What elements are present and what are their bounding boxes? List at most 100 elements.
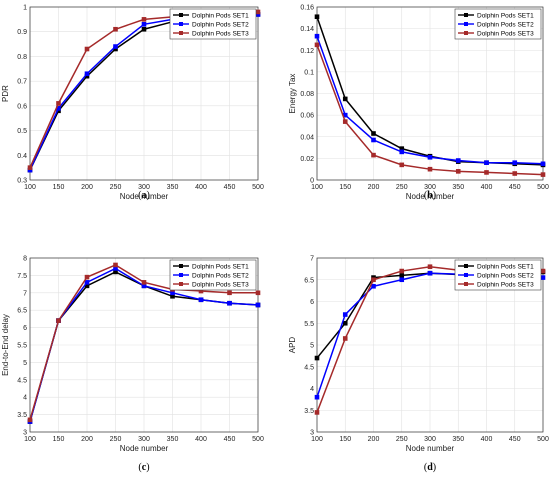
chart-4-legend-entry-2: Dolphin Pods SET2 [477,272,534,279]
chart-1-ytick-label-4: 0.7 [17,79,27,86]
chart-4-xtick-label-4: 300 [424,436,436,443]
chart-3-legend-entry-1: Dolphin Pods SET1 [192,263,249,270]
chart-panel-1: 100 150 200 250 300 350 400 450 500 0.3 0.4 0.5 0.6 0… [1,5,264,202]
chart-3-xtick-label-1: 150 [53,436,65,443]
chart-2-legend-marker-1 [464,13,468,17]
chart-1-legend-entry-3: Dolphin Pods SET3 [192,30,249,37]
chart-1-ytick-label-1: 0.4 [17,153,27,160]
chart-1-ytick-label-0: 0.3 [17,178,27,185]
chart-4-xtick-label-1: 150 [339,436,351,443]
chart-3-series-2-point-4 [141,283,147,289]
chart-1-xtick-label-0: 100 [24,184,36,191]
chart-1-legend-marker-1 [179,13,183,17]
chart-4-xtick-label-6: 400 [481,436,493,443]
chart-panel-4: 100 150 200 250 300 350 400 450 500 3 3.5 4 4.5 5 5.5 6… [288,256,549,474]
chart-4-xtick-label-5: 350 [452,436,464,443]
chart-3-ytick-label-6: 6 [23,325,27,332]
chart-2-series-3-point-2 [371,152,376,158]
chart-3-legend-entry-2: Dolphin Pods SET2 [192,272,249,279]
chart-1-xtick-label-4: 300 [138,184,150,191]
chart-2-ytick-label-4: 0.08 [300,91,314,98]
chart-3-xtick-label-2: 200 [81,436,93,443]
chart-4-ytick-label-6: 6 [310,299,314,306]
chart-3-ytick-label-9: 7.5 [17,273,27,280]
chart-1-ytick-label-6: 0.9 [17,29,27,36]
chart-3-ytick-label-0: 3 [23,430,27,437]
chart-4-panel-label: (d) [424,462,436,473]
chart-3-xtick-label-5: 350 [167,436,179,443]
chart-2-axes-frame [316,6,544,181]
chart-2-legend-marker-3 [464,31,468,35]
chart-1-series-3-point-2 [84,46,90,52]
chart-1-series-2-point-8 [255,12,261,17]
chart-2-xtick-label-8: 500 [537,184,549,191]
chart-4-axes-frame [316,257,544,433]
chart-1-xtick-label-7: 450 [224,184,236,191]
chart-2-series-3-point-6 [484,170,489,175]
chart-3-xlabel: Node number [120,444,169,453]
chart-3-ytick-label-3: 4.5 [17,377,27,384]
chart-2-series-1-point-1 [342,96,348,102]
chart-2-ytick-label-0: 0 [310,178,314,185]
chart-1-series-3-point-3 [113,26,118,32]
chart-4-series-3-point-3 [399,268,405,274]
chart-2-ytick-label-7: 0.14 [300,26,314,33]
chart-2-series-3-point-4 [427,166,433,172]
chart-4-legend-entry-3: Dolphin Pods SET3 [477,281,534,288]
chart-2-series-2-point-8 [540,161,546,167]
chart-4-series-2-point-1 [342,312,348,317]
chart-1-series-2-point-0 [27,167,33,173]
chart-3-series-2-point-8 [255,302,261,308]
chart-4-xtick-label-7: 450 [509,436,521,443]
chart-3-xtick-label-7: 450 [224,436,236,443]
chart-4-ytick-label-2: 4 [310,386,314,393]
chart-3-xtick-label-4: 300 [138,436,150,443]
chart-2-series-2-point-5 [455,158,461,163]
chart-4-series-3-point-8 [540,268,546,274]
chart-1-ytick-label-5: 0.8 [17,54,27,61]
chart-3-series-1-point-3 [113,269,118,275]
chart-4-series-3-point-2 [371,277,376,283]
chart-4-series-2-point-3 [399,277,405,283]
chart-3-series-3-point-3 [113,262,118,268]
chart-2-series-2-point-6 [484,160,489,165]
chart-2-series-2-point-1 [342,112,348,118]
chart-2-ytick-label-3: 0.06 [300,113,314,120]
chart-2-series-2-point-0 [314,33,320,39]
chart-2-xtick-label-7: 450 [509,184,521,191]
chart-2-series-3-point-1 [342,119,348,124]
chart-1-ylabel: PDR [1,85,10,102]
chart-2-ytick-label-5: 0.1 [304,69,314,76]
chart-2-series-3-point-5 [455,169,461,174]
chart-3-legend-marker-1 [179,264,183,268]
chart-3-series-3-point-2 [84,274,90,280]
chart-1-series-3-point-4 [141,17,147,22]
chart-3-series-2-point-3 [113,266,118,271]
chart-3-series-1-point-5 [170,293,175,299]
chart-1-xtick-label-8: 500 [252,184,264,191]
chart-1-series-3-point-1 [56,101,61,106]
chart-1-xtick-label-2: 200 [81,184,93,191]
chart-4-legend-marker-1 [464,264,468,268]
chart-1-series-1-point-2 [84,73,90,79]
chart-4-ytick-label-5: 5.5 [304,321,314,328]
chart-panel-3: 100 150 200 250 300 350 400 450 500 3 3.5 4 4.5 5 5.5 6… [1,256,264,474]
chart-3-legend-marker-2 [179,273,183,277]
chart-2-xtick-label-1: 150 [339,184,351,191]
chart-4-xtick-label-8: 500 [537,436,549,443]
chart-1-series-1-point-3 [113,46,118,52]
chart-2-series-3-point-3 [399,162,405,168]
chart-4-series-2-point-4 [427,270,433,276]
chart-4-legend-entry-1: Dolphin Pods SET1 [477,263,534,270]
chart-1-ytick-label-2: 0.5 [17,128,27,135]
chart-3-legend-marker-3 [179,282,183,286]
chart-3-xtick-label-8: 500 [252,436,264,443]
chart-3-series-2-point-7 [227,300,232,306]
chart-1-axes-frame [29,6,259,181]
chart-1-series-3-point-8 [255,9,261,15]
chart-4-series-1-point-0 [314,355,320,361]
chart-2-legend-entry-2: Dolphin Pods SET2 [477,21,534,28]
chart-4-series-2-point-2 [371,283,376,289]
chart-4-legend-marker-2 [464,273,468,277]
